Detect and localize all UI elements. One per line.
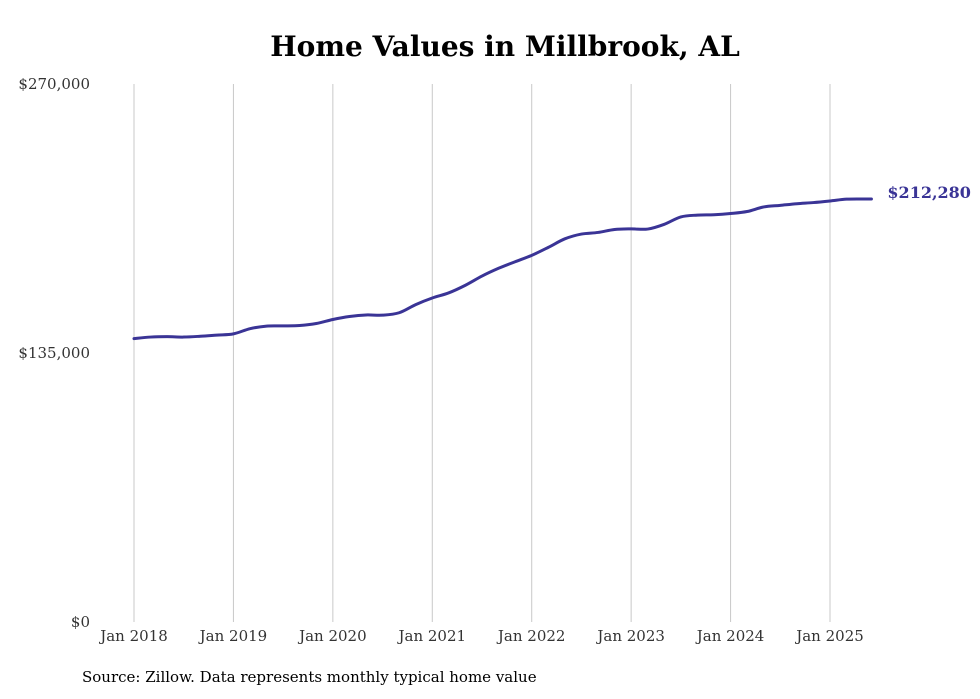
chart-title: Home Values in Millbrook, AL xyxy=(270,30,740,63)
x-tick-label: Jan 2020 xyxy=(297,627,367,645)
x-tick-label: Jan 2021 xyxy=(397,627,467,645)
y-tick-label: $0 xyxy=(71,613,90,631)
x-tick-label: Jan 2022 xyxy=(496,627,566,645)
y-tick-label: $135,000 xyxy=(18,344,90,362)
grid-lines xyxy=(133,84,831,622)
series-line xyxy=(132,197,873,341)
x-tick-label: Jan 2025 xyxy=(794,627,864,645)
x-tick-label: Jan 2019 xyxy=(198,627,268,645)
x-tick-label: Jan 2018 xyxy=(98,627,168,645)
x-tick-label: Jan 2024 xyxy=(695,627,765,645)
y-tick-label: $270,000 xyxy=(18,75,90,93)
source-note: Source: Zillow. Data represents monthly … xyxy=(82,668,537,686)
y-axis-ticks: $0 $135,000 $270,000 xyxy=(18,75,90,631)
end-value-label: $212,280 xyxy=(887,183,971,202)
x-tick-label: Jan 2023 xyxy=(595,627,665,645)
x-axis-ticks: Jan 2018 Jan 2019 Jan 2020 Jan 2021 Jan 2022… xyxy=(98,627,864,645)
annotation-layer: $212,280 xyxy=(887,183,971,202)
series-layer xyxy=(132,197,873,341)
